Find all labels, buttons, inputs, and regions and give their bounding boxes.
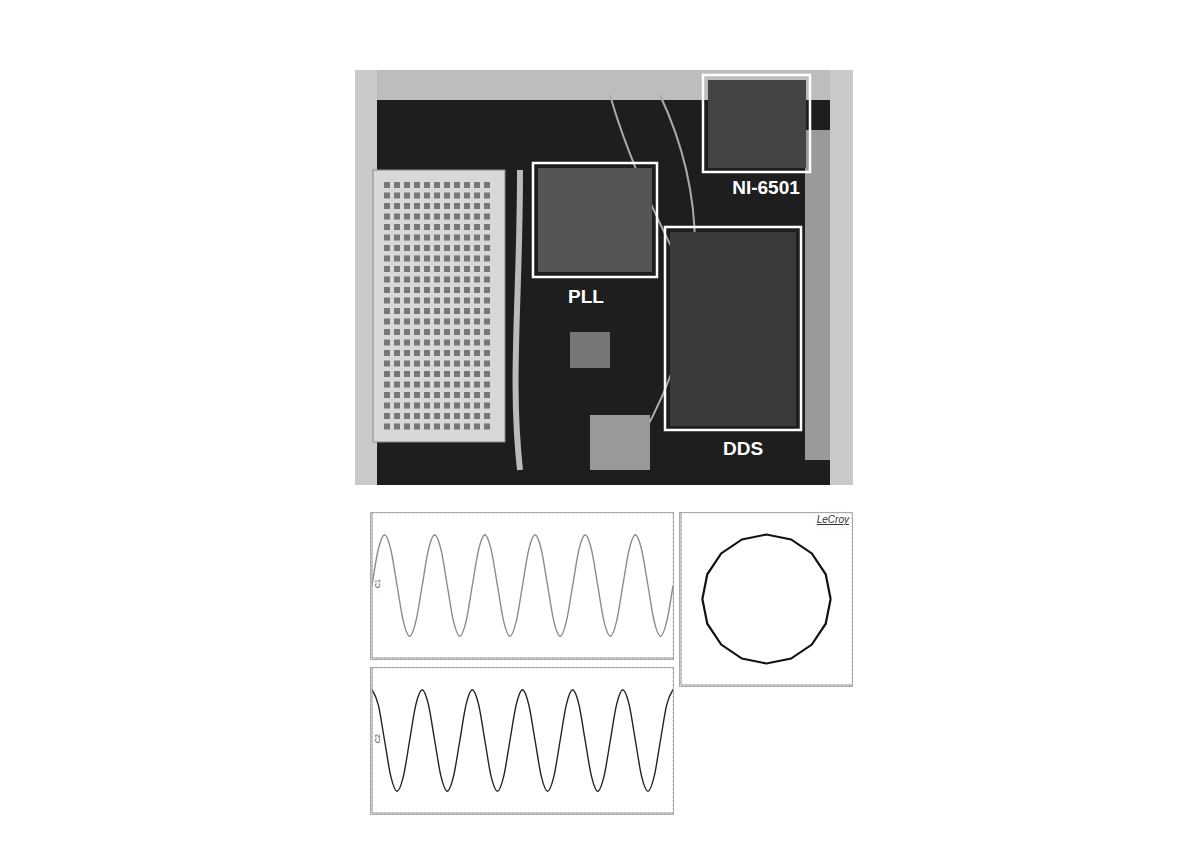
svg-text:NI-6501: NI-6501 [732, 177, 800, 198]
html-text:LeCroy: LeCroy [816, 514, 849, 525]
html-text:C1: C1 [374, 579, 381, 588]
svg-text:PLL: PLL [568, 286, 604, 307]
html-text:C2: C2 [374, 734, 381, 743]
svg-text:DDS: DDS [723, 438, 763, 459]
